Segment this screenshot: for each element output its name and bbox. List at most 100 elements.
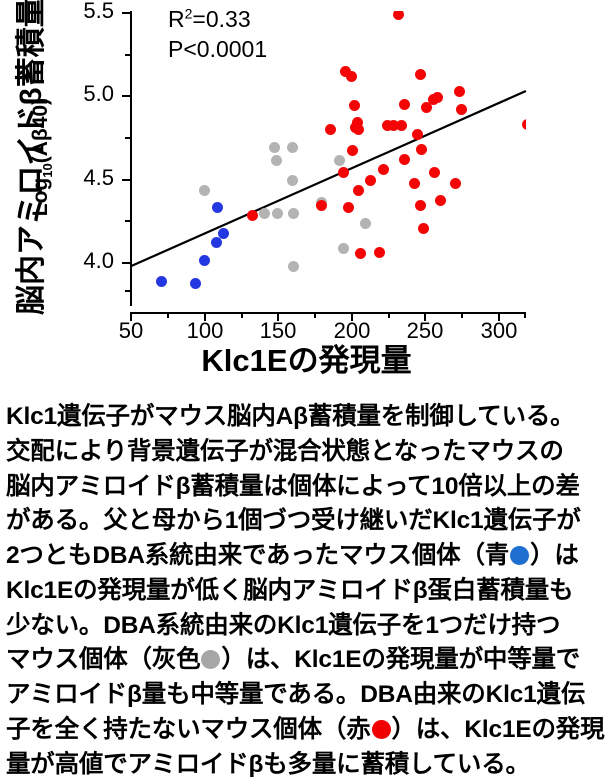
caption-line: 脳内アミロイドβ蓄積量は個体によって10倍以上の差 [6,472,580,500]
data-point [272,208,284,220]
data-point [342,201,354,213]
x-tick-label-150: 150 [259,318,297,343]
data-point [288,208,300,220]
caption-line: 交配により背景遺伝子が混合状態となったマウスの [6,437,564,465]
caption-text: マウス個体（灰色 [6,646,201,674]
data-point [198,185,210,197]
x-axis-line [130,312,526,314]
data-point [414,200,426,212]
x-tick-label-100: 100 [186,318,224,343]
x-tick-minor-318 [524,313,526,318]
data-point [432,92,444,104]
x-tick-label-50: 50 [118,318,144,343]
x-tick-minor-225 [388,313,390,318]
data-point [416,143,428,155]
data-point [339,65,351,77]
data-point [414,68,426,80]
data-point [198,254,210,266]
data-point [392,11,404,21]
y-tick-5.5 [122,12,131,14]
y-tick-label-4.5: 4.5 [83,165,114,190]
y-tick-5.0 [122,95,131,97]
data-point [411,128,423,140]
caption-text: ）は [530,542,579,570]
stats-annotation: R2=0.33 P<0.0001 [168,4,267,65]
x-tick-50 [130,313,132,321]
x-tick-minor-175 [314,313,316,318]
caption-line: Klc1Eの発現量が低く脳内アミロイドβ蛋白蓄積量も [6,576,574,604]
data-point [247,210,259,222]
x-tick-label-250: 250 [406,318,444,343]
data-point [521,118,526,130]
data-point [190,278,202,290]
data-point [435,195,447,207]
data-point [420,102,432,114]
r-squared-superscript: 2 [184,5,193,22]
caption-line: 少ない。DBA系統由来のKlc1遺伝子を1つだけ持つ [6,611,561,639]
x-tick-200 [351,313,353,321]
x-tick-minor-75 [167,313,169,318]
r-squared-prefix: R [168,6,185,32]
legend-dot-blue-icon [510,546,530,566]
y-tick-label-5.5: 5.5 [83,0,114,23]
y-axis-line [130,11,132,306]
y-tick-minor-4.25 [125,220,131,222]
x-tick-250 [424,313,426,321]
trendline [130,90,527,268]
data-point [351,117,363,129]
data-point [353,123,365,135]
y-tick-4.0 [122,262,131,264]
p-value-text: P<0.0001 [168,36,268,63]
x-tick-150 [277,313,279,321]
y-tick-4.5 [122,179,131,181]
data-point [398,98,410,110]
caption-line: 2つともDBA系統由来であったマウス個体（青 ）は [6,539,609,574]
data-point [354,248,366,260]
x-tick-100 [204,313,206,321]
data-point [417,223,429,235]
caption-text: 2つともDBA系統由来であったマウス個体（青 [6,542,510,570]
caption-line: アミロイドβ量も中等量である。DBA由来のKlc1遺伝 [6,681,586,709]
x-tick-minor-275 [461,313,463,318]
data-point [398,153,410,165]
data-point [353,185,365,197]
data-point [364,175,376,187]
data-point [377,163,389,175]
r-squared-value: =0.33 [192,6,251,32]
data-point [348,100,360,112]
data-point [408,178,420,190]
data-point [338,166,350,178]
scatter-chart: 脳内アミロイドβ蓄積量 Log10(Aβ40) 5.5 5.0 4.5 4.0 [0,0,613,378]
data-point [338,243,350,255]
data-point [210,236,222,248]
caption-text: ）は、Klc1Eの発現量が中等量で [221,646,581,674]
plot-area: 脳内アミロイドβ蓄積量 Log10(Aβ40) 5.5 5.0 4.5 4.0 [0,0,613,342]
caption-text: 子を全く持たないマウス個体（赤 [6,716,371,744]
data-point [345,70,357,82]
x-axis-title: Klc1Eの発現量 [201,343,412,378]
data-point [156,276,168,288]
data-point [429,166,441,178]
data-point [325,123,337,135]
data-point [455,103,467,115]
caption-line: 量が高値でアミロイドβも多量に蓄積している。 [6,750,530,778]
data-point [373,246,385,258]
data-point [286,175,298,187]
data-point [333,155,345,167]
legend-dot-gray-icon [201,650,221,670]
legend-dot-red-icon [371,720,391,740]
data-point [286,141,298,153]
x-tick-300 [498,313,500,321]
data-point [270,155,282,167]
data-point [360,218,372,230]
data-point [316,200,328,212]
data-point [454,85,466,97]
data-point [217,228,229,240]
data-point [382,120,394,132]
data-point [449,178,461,190]
data-point [212,201,224,213]
y-tick-label-5.0: 5.0 [83,81,114,106]
caption-text: ）は、Klc1Eの発現 [391,716,605,744]
data-point [269,141,281,153]
r-squared-text: R2=0.33 [168,4,267,34]
